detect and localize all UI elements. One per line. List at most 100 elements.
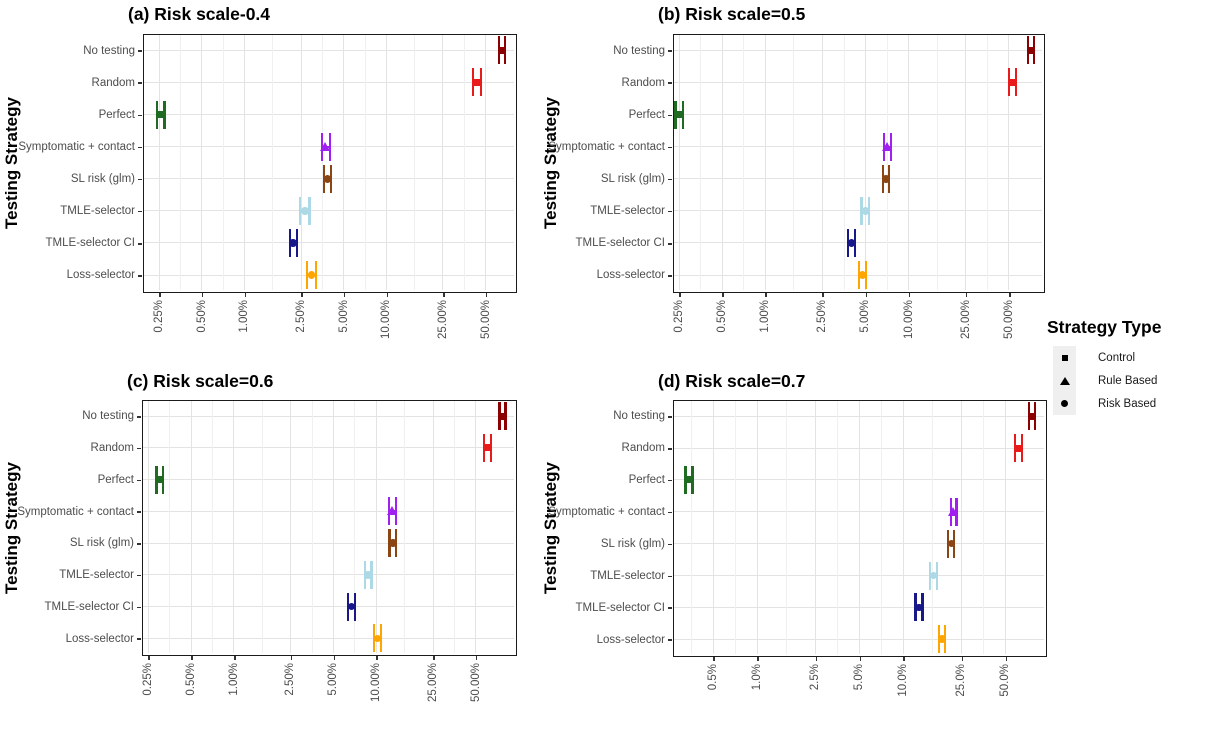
v-minor-gridline [354,401,356,654]
h-gridline [143,542,515,544]
y-tick [137,606,141,609]
y-tick-label: TMLE-selector [590,569,665,582]
point-marker-square [1027,46,1035,54]
v-gridline [961,401,963,655]
x-tick-label: 10.00% [370,663,383,703]
x-tick-label: 2.50% [816,300,829,333]
y-tick-label: TMLE-selector [59,569,134,582]
x-tick [859,657,861,661]
panel-c-title: (c) Risk scale=0.6 [127,371,274,391]
y-tick [668,543,672,546]
x-tick-label: 5.0% [853,664,866,691]
y-tick [138,275,142,277]
point-marker-triangle [386,506,397,516]
point-marker-circle [847,239,856,247]
v-gridline [375,401,377,654]
y-tick [137,511,141,513]
point-marker-square [685,476,693,484]
v-minor-gridline [222,35,224,291]
y-tick-label: Random [621,442,665,455]
v-gridline [678,35,680,291]
h-gridline [674,146,1043,148]
x-tick [301,293,303,297]
x-tick-label: 2.50% [284,663,297,696]
y-tick [668,50,672,52]
v-gridline [201,35,203,291]
error-bar-cap [860,196,863,225]
v-gridline [1004,401,1006,655]
v-minor-gridline [843,35,845,291]
point-marker-square [473,78,481,86]
v-minor-gridline [463,35,465,291]
panel-a-title: (a) Risk scale-0.4 [128,4,271,24]
x-tick-label: 25.0% [955,664,968,697]
x-tick [965,293,968,297]
y-tick-label: Perfect [97,473,134,486]
point-marker-circle [307,271,315,279]
x-tick [386,293,389,297]
v-gridline [147,401,149,654]
x-tick [376,656,378,660]
y-tick [138,146,142,149]
y-tick [668,82,672,84]
legend-key-control [1053,346,1076,369]
h-gridline [674,178,1043,180]
y-tick-label: SL risk (glm) [70,173,135,186]
y-tick-label: Symptomatic + contact [18,140,135,153]
y-tick [137,447,141,450]
v-minor-gridline [321,35,323,291]
y-tick-label: Random [90,442,134,455]
x-tick-label: 10.0% [897,664,910,697]
y-tick-label: Symptomatic + contact [17,505,134,518]
point-marker-circle [301,207,309,215]
y-axis-title-panel-a: Testing Strategy [2,97,21,230]
point-marker-circle [947,539,956,548]
y-tick-label: Loss-selector [66,269,135,282]
y-tick [668,607,672,609]
square-marker-icon [1061,354,1068,361]
y-tick-label: TMLE-selector [60,205,135,218]
x-tick [159,293,161,297]
x-tick-label: 1.0% [751,664,764,691]
h-gridline [144,49,515,51]
y-tick-label: Loss-selector [596,633,665,646]
v-minor-gridline [793,35,795,291]
v-gridline [858,401,860,655]
x-tick [290,656,293,660]
point-marker-circle [915,603,923,612]
error-bar-cap [1014,68,1018,97]
v-minor-gridline [453,401,455,654]
y-tick-label: No testing [613,410,665,423]
x-tick [234,656,236,660]
v-gridline [300,35,302,291]
h-gridline [143,574,515,576]
v-gridline [343,35,345,291]
x-tick [1009,293,1011,297]
error-bar-cap [1007,68,1010,97]
v-minor-gridline [931,401,933,655]
h-gridline [674,242,1043,244]
v-gridline [821,35,823,291]
v-minor-gridline [785,401,787,655]
legend-key-rule-based [1053,369,1076,392]
point-marker-square [483,444,491,452]
v-gridline [485,35,487,291]
y-tick-label: No testing [82,410,134,423]
x-tick [433,656,435,660]
x-tick-label: 25.00% [436,300,449,340]
v-minor-gridline [734,401,736,655]
v-minor-gridline [404,401,406,654]
error-bar-cap [479,68,482,97]
error-bar-cap [674,100,677,129]
v-gridline [332,401,334,654]
y-tick-label: No testing [613,44,665,57]
x-tick-label: 5.00% [327,663,340,696]
y-tick [668,146,672,149]
h-gridline [144,274,515,276]
y-tick [138,114,142,117]
x-tick [475,656,478,660]
x-tick [822,293,824,297]
y-tick-label: SL risk (glm) [69,537,134,550]
point-marker-square [498,412,506,420]
x-tick [679,293,681,297]
